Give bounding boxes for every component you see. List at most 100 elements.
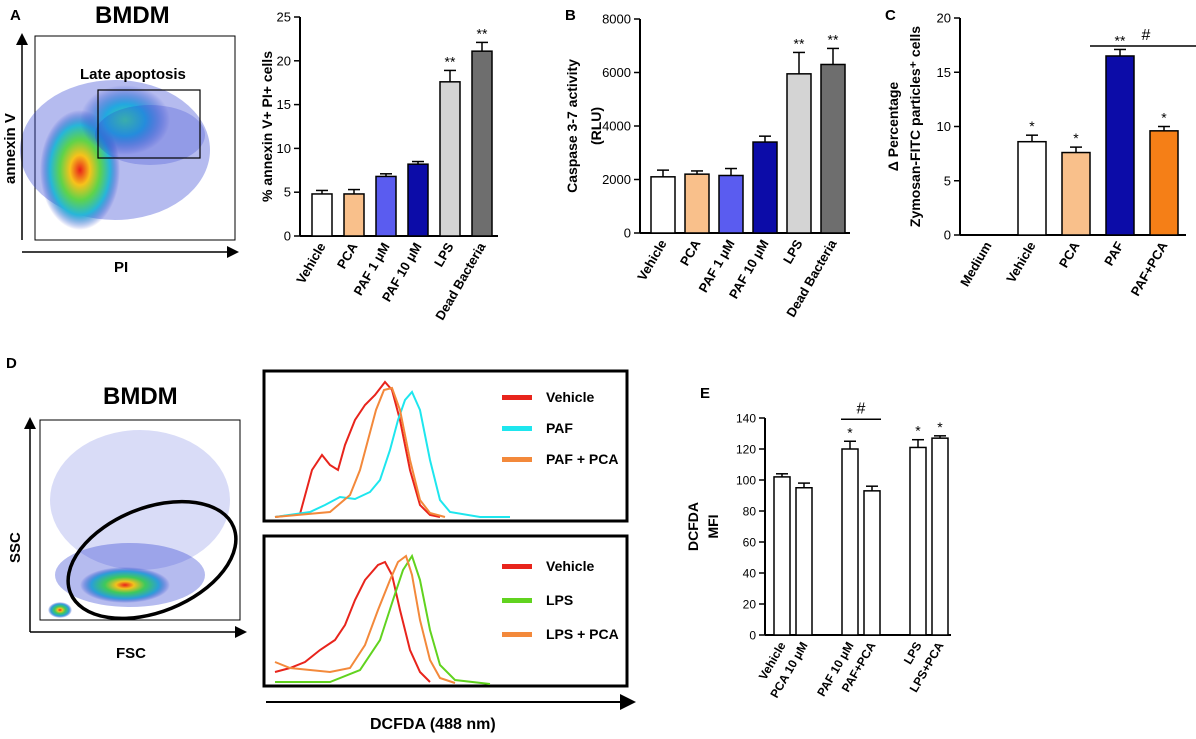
chart-a: 0 5 10 15 20 25 % annexin V+ PI+ cells Vehicle P… [259,10,498,323]
y-tick-label: 0 [749,629,756,643]
bar [752,141,778,234]
y-tick-label: 8000 [602,12,631,27]
bar [1061,151,1091,236]
y-tick-label: 80 [743,505,757,519]
bar [863,490,881,636]
y-tick-label: 4000 [602,119,631,134]
y-tick-label: 100 [736,474,756,488]
legend-top-vehicle: Vehicle [546,389,594,405]
hist-top-pafpca-curve [274,386,446,518]
category-label: LPS [780,237,806,267]
panel-d-letter: D [6,355,17,372]
panel-a-letter: A [10,7,21,24]
significance-mark: * [937,419,943,435]
y-tick-label: 2000 [602,172,631,187]
y-tick-label: 10 [277,141,291,156]
bar [718,174,744,234]
significance-mark: ** [794,35,805,51]
bar [795,487,813,636]
legend-top-pafpca: PAF + PCA [546,451,618,467]
y-axis-label: Δ Percentage [885,82,901,172]
legend-swatch-pafpca [502,457,532,462]
panel-letter: B [565,7,576,24]
y-tick-label: 0 [284,229,291,244]
significance-mark: * [847,424,853,440]
bar [684,173,710,234]
cell-gate-ellipse [66,499,238,621]
y-tick-label: 20 [743,598,757,612]
hist-bottom-lpspca-curve [274,554,456,684]
chart-c: 0 5 10 15 20 Δ Percentage Zymosan-FITC particl… [885,7,1196,299]
panel-d-hist-top: Vehicle PAF PAF + PCA [262,369,629,523]
bar [786,73,812,234]
y-tick-label: 140 [736,412,756,426]
bar [931,437,949,636]
panel-a-flow: A BMDM Late apoptosis annexin V PI [2,2,239,276]
legend-swatch-vehicle [502,395,532,400]
y-tick-label: 0 [944,228,951,243]
category-label: Vehicle [293,240,328,286]
category-label: PCA [334,239,361,271]
bar [909,446,927,636]
legend-bottom-lpspca: LPS + PCA [546,626,619,642]
y-axis-label-2: (RLU) [588,107,604,145]
y-tick-label: 20 [277,53,291,68]
category-label: PCA [677,236,704,268]
y-tick-label: 60 [743,536,757,550]
legend-swatch-paf [502,426,532,431]
bar [375,175,397,237]
significance-mark: * [1029,118,1035,134]
y-tick-label: 20 [937,11,951,26]
category-label: Vehicle [1003,239,1038,285]
bar [1017,140,1047,236]
category-label: Vehicle [634,237,669,283]
gate-label: Late apoptosis [80,66,186,83]
y-tick-label: 15 [937,65,951,80]
y-tick-label: 10 [937,119,951,134]
bar [407,163,429,237]
category-label: Medium [957,239,995,289]
hist-bottom-vehicle-curve [274,560,431,683]
chart-b: 0 2000 4000 6000 8000 Caspase 3-7 activity (RL… [564,7,850,320]
category-label: LPS [431,240,457,270]
significance-mark: ** [1115,32,1126,48]
legend-swatch-lpspca [502,632,532,637]
bar [439,81,461,237]
legend-swatch-lps [502,598,532,603]
bar [773,476,791,636]
bar [343,193,365,237]
y-tick-label: 5 [944,173,951,188]
panel-d-cell-title: BMDM [103,383,178,410]
panel-a-flow-ylabel: annexin V [2,113,19,184]
y-tick-label: 15 [277,97,291,112]
bar [471,50,493,237]
panel-d-flow-xlabel: FSC [116,645,146,662]
hist-top-frame [262,369,629,523]
bar [650,176,676,234]
panel-a-flow-density [20,80,210,230]
significance-mark: * [1161,110,1167,126]
panel-d-hist-bottom: Vehicle LPS LPS + PCA DCFDA (488 nm) [262,534,636,733]
significance-mark: ** [477,25,488,41]
hist-top-vehicle-curve [274,380,441,518]
bracket-label: # [1142,27,1151,44]
significance-mark: * [1073,130,1079,146]
bar [311,193,333,237]
legend-swatch-vehicle-2 [502,564,532,569]
y-tick-label: 0 [624,226,631,241]
category-label: PCA [1056,238,1083,270]
y-tick-label: 40 [743,567,757,581]
legend-bottom-lps: LPS [546,592,573,608]
panel-a-flow-xlabel: PI [114,259,128,276]
panel-a-cell-title: BMDM [95,2,170,29]
late-apoptosis-gate [97,89,201,159]
y-tick-label: 25 [277,10,291,25]
hist-top-paf-curve [274,390,510,518]
panel-d-flow: D BMDM SSC FSC [6,355,247,662]
significance-mark: ** [828,31,839,47]
y-axis-label-2: MFI [705,514,721,538]
y-axis-label: % annexin V+ PI+ cells [259,51,275,202]
bracket-label: # [857,400,866,417]
